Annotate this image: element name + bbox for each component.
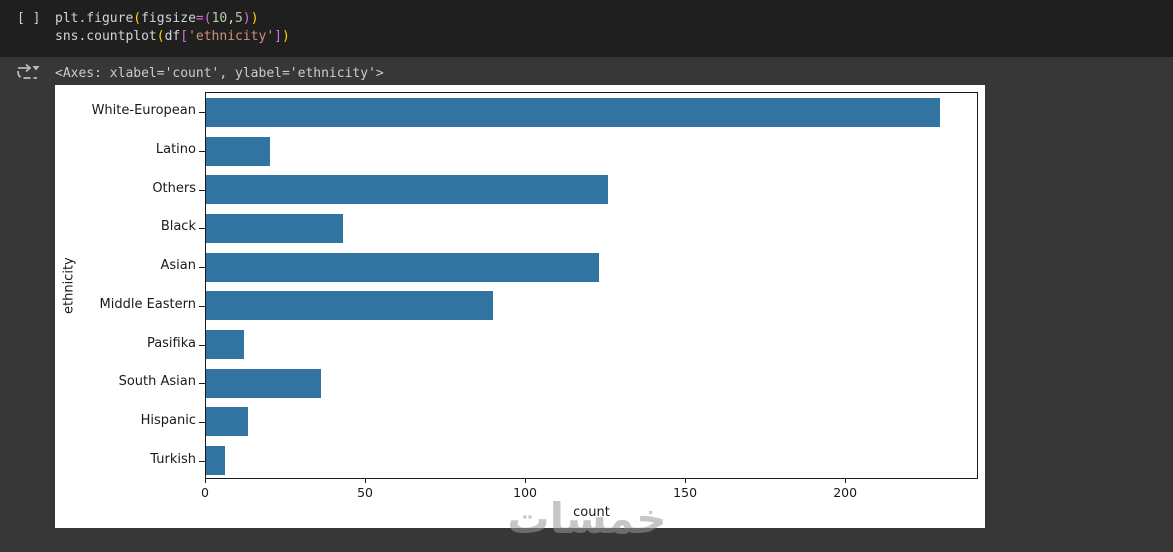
bar-white-european (206, 97, 941, 127)
bar-black (206, 213, 344, 243)
code-editor[interactable]: plt.figure(figsize=(10,5)) sns.countplot(… (55, 10, 290, 46)
x-tick-label-100: 100 (513, 485, 538, 500)
x-tick-mark (205, 479, 206, 483)
code-token: = (195, 11, 204, 26)
y-tick-mark (199, 344, 205, 346)
y-tick-labels: White-European Latino Others Black Asian Midd… (55, 92, 196, 479)
y-tick-mark (199, 460, 205, 462)
y-tick-label-asian: Asian (160, 258, 196, 274)
code-line: sns.countplot(df['ethnicity']) (55, 28, 290, 46)
bar-others (206, 175, 609, 205)
cell-execution-indicator[interactable]: [ ] (17, 11, 41, 26)
x-tick-labels: 0 50 100 150 200 (201, 479, 978, 505)
code-token: 5 (235, 11, 243, 26)
x-tick-label-50: 50 (357, 485, 373, 500)
code-token: sns.countplot (55, 29, 157, 44)
watermark: خمسات (507, 494, 667, 543)
x-tick-label-150: 150 (673, 485, 698, 500)
bar-middle-eastern (206, 291, 494, 321)
y-tick-mark (199, 112, 205, 114)
x-tick-mark (685, 479, 687, 483)
y-tick-label-black: Black (160, 219, 196, 235)
code-token: [ (180, 29, 189, 44)
bar-pasifika (206, 330, 245, 360)
y-tick-label-middle-eastern: Middle Eastern (99, 296, 196, 312)
chart-figure: ethnicity White-European Latino Others Blac… (55, 85, 985, 528)
x-tick-mark (365, 479, 367, 483)
x-tick-label-200: 200 (833, 485, 858, 500)
output-repr-text: <Axes: xlabel='count', ylabel='ethnicity… (55, 66, 384, 81)
y-tick-label-pasifika: Pasifika (146, 335, 196, 351)
y-tick-mark (199, 189, 205, 191)
y-tick-label-south-asian: South Asian (118, 374, 196, 390)
code-token: ( (156, 29, 165, 44)
code-token: 10 (211, 11, 228, 26)
y-tick-label-latino: Latino (155, 142, 196, 158)
x-tick-mark (845, 479, 847, 483)
code-token: , (227, 11, 236, 26)
y-tick-mark (199, 305, 205, 307)
code-token: figsize (141, 11, 196, 26)
code-token: 'ethnicity' (188, 29, 275, 44)
code-cell[interactable]: [ ] plt.figure(figsize=(10,5)) sns.countp… (0, 0, 1173, 57)
y-tick-label-others: Others (152, 180, 196, 196)
bar-latino (206, 136, 270, 166)
code-line: plt.figure(figsize=(10,5)) (55, 10, 290, 28)
bar-asian (206, 252, 599, 282)
code-token: df (164, 29, 181, 44)
code-token: ) (281, 29, 290, 44)
code-token: ( (133, 11, 142, 26)
bar-south-asian (206, 368, 321, 398)
y-tick-mark (199, 267, 205, 269)
y-tick-mark (199, 151, 205, 153)
code-token: ] (274, 29, 282, 44)
x-tick-mark (525, 479, 527, 483)
y-tick-label-turkish: Turkish (150, 451, 196, 467)
code-token: ) (242, 11, 251, 26)
y-tick-label-white-european: White-European (91, 103, 196, 119)
x-tick-label-0: 0 (201, 485, 209, 500)
code-token: plt.figure (55, 11, 134, 26)
y-tick-mark (199, 228, 205, 230)
code-token: ( (203, 11, 212, 26)
y-tick-mark (199, 383, 205, 385)
output-options-icon[interactable] (15, 61, 43, 85)
plot-area (199, 92, 978, 479)
bar-turkish (206, 446, 226, 476)
x-axis-label: count (573, 505, 610, 520)
bar-hispanic (206, 407, 248, 437)
y-tick-mark (199, 421, 205, 423)
code-token: ) (250, 11, 259, 26)
y-tick-label-hispanic: Hispanic (140, 412, 196, 428)
